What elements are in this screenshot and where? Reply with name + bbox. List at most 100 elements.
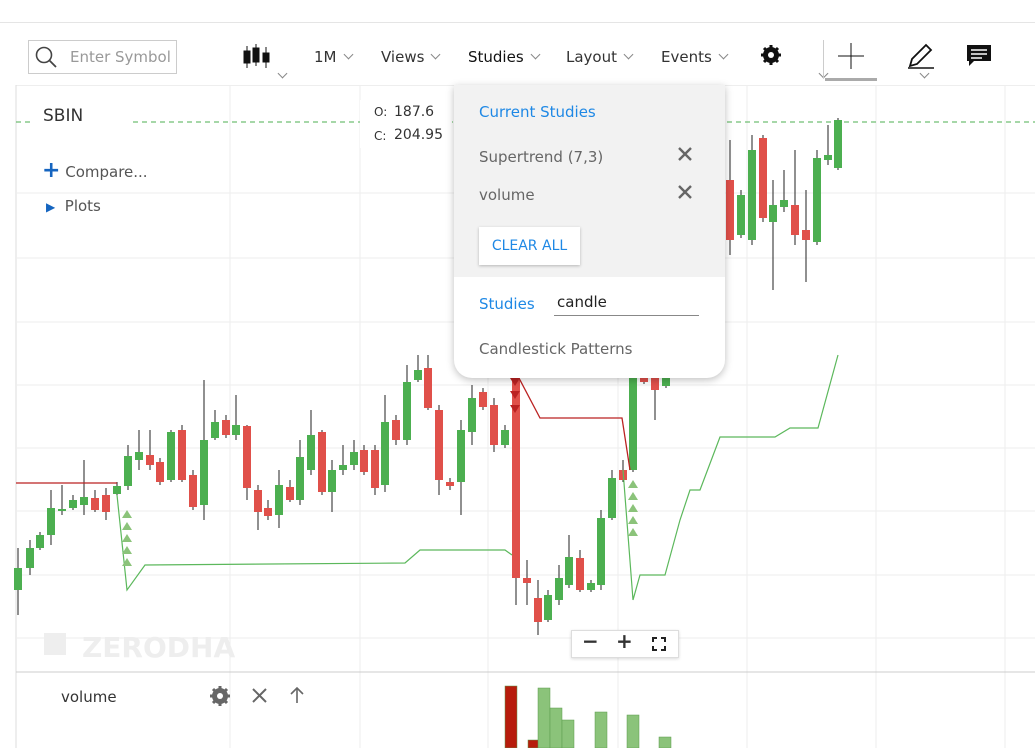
volume-settings[interactable] <box>210 686 230 706</box>
signal-arrow <box>122 534 132 542</box>
candle-body <box>80 497 88 505</box>
candle-body <box>414 370 422 380</box>
menu[interactable]: Layout <box>566 48 634 66</box>
menu[interactable]: Studies <box>468 48 541 66</box>
plots-button[interactable]: ▶ Plots <box>46 197 101 215</box>
study-result[interactable]: Candlestick Patterns <box>479 340 633 358</box>
volume-move-up[interactable] <box>290 686 304 703</box>
signal-arrow <box>510 405 520 413</box>
candle-body <box>275 485 283 515</box>
signal-arrow <box>510 391 520 399</box>
volume-remove[interactable] <box>252 688 267 703</box>
active-underline <box>825 78 877 81</box>
candle-body <box>629 375 637 470</box>
fullscreen[interactable] <box>652 637 666 651</box>
interval-menu[interactable]: 1M <box>314 48 353 66</box>
plots-label: Plots <box>64 197 101 215</box>
close-value: 204.95 <box>394 127 443 143</box>
candle-body <box>435 410 443 480</box>
draw-icon[interactable] <box>906 42 936 70</box>
candle-body <box>802 230 810 240</box>
candle-body <box>264 508 272 516</box>
menu[interactable]: Events <box>661 48 729 66</box>
candle-body <box>200 440 208 505</box>
chart-type-icon[interactable] <box>243 44 273 70</box>
candle-body <box>167 432 175 480</box>
candle-body <box>189 475 197 507</box>
volume-bar <box>504 685 518 748</box>
signal-arrow <box>628 504 638 512</box>
chevron <box>277 68 288 79</box>
supertrend-up <box>622 354 839 601</box>
candle-body <box>565 557 573 585</box>
candle-body <box>113 486 121 494</box>
candle-body <box>534 598 542 622</box>
study-name: Supertrend (7,3) <box>479 148 604 166</box>
supertrend-down <box>509 364 631 471</box>
candle-body <box>135 452 143 460</box>
studies-dropdown: Current Studies Supertrend (7,3) volume … <box>454 85 725 378</box>
candles <box>14 118 842 635</box>
current-studies: Current Studies Supertrend (7,3) volume … <box>454 85 725 277</box>
candle-body <box>222 420 230 435</box>
menu-label: Views <box>381 48 425 66</box>
candle-body <box>243 426 251 488</box>
volume-bar <box>626 714 640 748</box>
crosshair-icon[interactable] <box>838 43 864 69</box>
signal-arrow <box>510 378 520 386</box>
candle-body <box>47 508 55 535</box>
candle-body <box>457 430 465 482</box>
supertrend-up <box>116 494 513 592</box>
signal-arrow <box>628 492 638 500</box>
volume-bar <box>594 711 608 748</box>
symbol-box: SBIN <box>30 100 130 132</box>
settings-icon[interactable] <box>760 44 784 68</box>
ohlc-box: O: 187.6 C: 204.95 <box>360 100 452 148</box>
candle-body <box>232 425 240 435</box>
zoom-in[interactable]: + <box>616 629 633 653</box>
candle-body <box>296 457 304 500</box>
volume-controls <box>210 686 304 706</box>
remove-study[interactable] <box>678 185 692 199</box>
zoom-controls: − + <box>571 629 679 658</box>
signals <box>122 378 638 566</box>
chevron <box>919 68 930 79</box>
search-label: Studies <box>479 295 535 313</box>
candle-body <box>102 495 110 512</box>
candle-body <box>597 518 605 585</box>
symbol-search[interactable]: Enter Symbol <box>28 40 177 74</box>
candle-body <box>587 583 595 590</box>
candle-body <box>371 450 379 488</box>
candle-body <box>124 456 132 486</box>
clear-all-button[interactable]: CLEAR ALL <box>479 227 580 265</box>
study-search-input[interactable]: candle <box>554 293 699 316</box>
candle-body <box>737 195 745 235</box>
open-label: O: <box>374 105 388 119</box>
candle-body <box>14 568 22 590</box>
candle-body <box>146 455 154 465</box>
interval: 1M <box>314 48 337 66</box>
candle-body <box>490 405 498 445</box>
remove-study[interactable] <box>678 147 692 161</box>
candle-body <box>555 578 563 600</box>
candle-body <box>360 450 368 472</box>
zoom-out[interactable]: − <box>582 629 599 653</box>
signal-arrow <box>628 516 638 524</box>
menu[interactable]: Views <box>381 48 441 66</box>
close-label: C: <box>374 129 387 143</box>
notes-icon[interactable] <box>966 44 992 68</box>
candle-body <box>544 595 552 620</box>
compare-button[interactable]: + Compare... <box>42 158 148 183</box>
candle-body <box>769 205 777 222</box>
signal-arrow <box>122 522 132 530</box>
search-value: candle <box>557 293 607 311</box>
candle-body <box>350 452 358 465</box>
menu-label: Events <box>661 48 712 66</box>
menu-label: Layout <box>566 48 617 66</box>
candle-body <box>424 368 432 408</box>
candle-body <box>156 462 164 482</box>
candle-body <box>640 375 648 382</box>
section-title: Current Studies <box>479 103 596 121</box>
volume-bar <box>537 687 551 748</box>
candle-body <box>576 558 584 590</box>
